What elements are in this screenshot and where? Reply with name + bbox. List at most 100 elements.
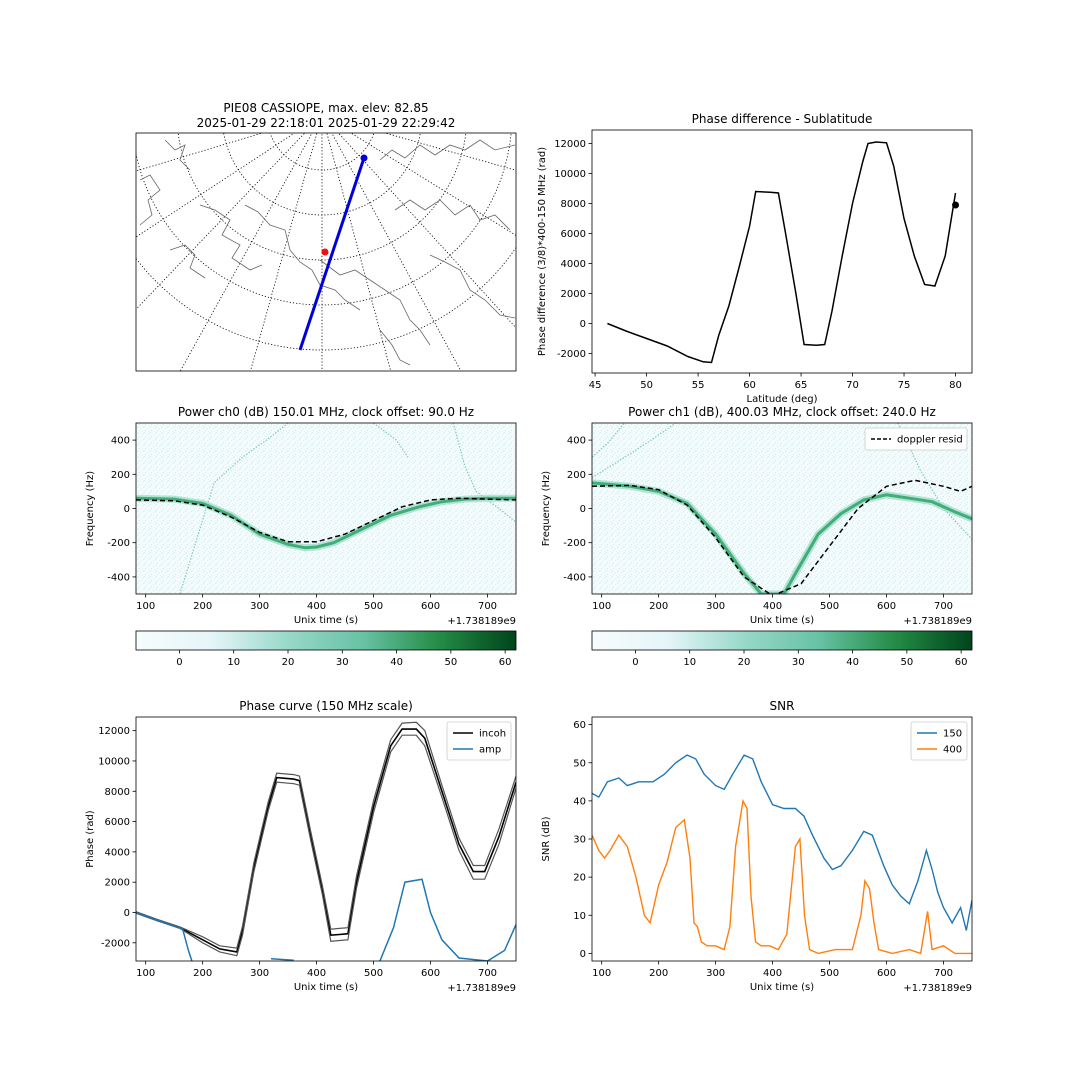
x-tick-label: 75	[898, 380, 911, 391]
y-tick-label: 12000	[98, 726, 130, 737]
colorbar-tick-label: 50	[900, 657, 913, 668]
colorbar-tick-label: 10	[683, 657, 696, 668]
x-tick-label: 300	[250, 968, 269, 979]
y-tick-label: 6000	[105, 817, 130, 828]
map-title-line1: PIE08 CASSIOPE, max. elev: 82.85	[223, 101, 428, 115]
y-tick-label: 8000	[105, 787, 130, 798]
plot-area	[592, 754, 972, 955]
x-tick-label: 100	[592, 968, 611, 979]
colorbar-tick-label: 0	[632, 657, 638, 668]
y-axis-label: SNR (dB)	[541, 816, 552, 861]
y-tick-label: 10000	[98, 756, 130, 767]
faint-signal-arc	[373, 423, 409, 458]
plot-area	[607, 141, 960, 364]
track-end-marker	[360, 154, 368, 162]
plot-area	[136, 423, 516, 594]
axes-frame	[135, 716, 517, 962]
colorbar-gradient	[135, 630, 517, 651]
axes-frame	[591, 129, 973, 374]
colorbar-tick-label: 40	[846, 657, 859, 668]
phase-line	[607, 141, 957, 364]
y-tick-label: 4000	[105, 847, 130, 858]
chart-title: Power ch1 (dB), 400.03 MHz, clock offset…	[628, 405, 936, 419]
colorbar-gradient	[591, 630, 973, 651]
y-tick-label: 400	[567, 436, 586, 447]
legend-label: 150	[943, 729, 962, 740]
axes-frame	[591, 716, 973, 962]
y-tick-label: 10	[573, 911, 586, 922]
end-marker	[952, 201, 960, 209]
x-tick-label: 65	[795, 380, 808, 391]
colorbar-ch1: 0 10 20 30 40 50 60	[591, 630, 973, 668]
x-offset-text: +1.738189e9	[903, 616, 972, 627]
colorbar-tick-label: 0	[176, 657, 182, 668]
spectrogram-background	[592, 423, 972, 594]
y-tick-label: 400	[111, 436, 130, 447]
x-axis-label: Unix time (s)	[750, 615, 814, 626]
x-tick-label: 400	[763, 968, 782, 979]
x-offset-text: +1.738189e9	[447, 616, 516, 627]
y-tick-label: 2000	[561, 289, 586, 300]
x-offset-text: +1.738189e9	[447, 983, 516, 994]
chart-title: Phase difference - Sublatitude	[692, 112, 873, 126]
chart-title: Power ch0 (dB) 150.01 MHz, clock offset:…	[178, 405, 474, 419]
x-tick-label: 700	[478, 601, 497, 612]
x-tick-label: 100	[592, 601, 611, 612]
colorbar-tick-label: 20	[738, 657, 751, 668]
incoh-line	[136, 728, 516, 953]
faint-signal-arc	[452, 423, 516, 523]
colorbar-tick-label: 40	[390, 657, 403, 668]
x-tick-label: 45	[589, 380, 602, 391]
x-tick-label: 700	[478, 968, 497, 979]
plot-area	[592, 423, 972, 594]
map-frame	[135, 132, 517, 372]
legend-label: incoh	[479, 729, 506, 740]
y-tick-label: 0	[580, 319, 586, 330]
y-axis-label: Phase (rad)	[85, 810, 96, 868]
y-axis-label: Frequency (Hz)	[541, 471, 552, 547]
chart-title: Phase curve (150 MHz scale)	[239, 699, 413, 713]
x-tick-label: 70	[846, 380, 859, 391]
station-marker	[321, 248, 329, 256]
x-tick-label: 400	[307, 968, 326, 979]
colorbar-tick-label: 60	[955, 657, 968, 668]
x-axis-label: Unix time (s)	[294, 615, 358, 626]
plot-area	[136, 721, 516, 961]
satellite-ground-track	[298, 157, 366, 351]
y-tick-label: 8000	[561, 199, 586, 210]
x-tick-label: 200	[193, 601, 212, 612]
bound-line	[136, 734, 516, 957]
legend-box	[446, 721, 512, 761]
y-tick-label: 0	[580, 949, 586, 960]
y-tick-label: 6000	[561, 229, 586, 240]
x-tick-label: 60	[743, 380, 756, 391]
colorbar-tick-label: 30	[792, 657, 805, 668]
x-tick-label: 100	[136, 601, 155, 612]
y-axis-label: Frequency (Hz)	[85, 471, 96, 547]
spectrogram-background	[136, 423, 516, 594]
y-axis-label: Phase difference (3/8)*400-150 MHz (rad)	[537, 147, 548, 356]
y-tick-label: -2000	[101, 938, 130, 949]
x-offset-text: +1.738189e9	[903, 983, 972, 994]
map-title-line2: 2025-01-29 22:18:01 2025-01-29 22:29:42	[197, 116, 456, 130]
x-axis-label: Unix time (s)	[294, 982, 358, 993]
y-tick-label: 0	[580, 504, 586, 515]
y-tick-label: 30	[573, 835, 586, 846]
y-tick-label: 200	[567, 470, 586, 481]
chart-title: SNR	[770, 699, 795, 713]
bound-line	[136, 721, 516, 949]
x-tick-label: 200	[193, 968, 212, 979]
y-tick-label: -2000	[557, 349, 586, 360]
amp-line	[136, 911, 193, 961]
legend-box	[864, 427, 968, 451]
x-tick-label: 600	[877, 601, 896, 612]
snr-line-400	[592, 798, 972, 955]
y-tick-label: 200	[111, 470, 130, 481]
map-body	[136, 133, 516, 371]
x-tick-label: 55	[692, 380, 705, 391]
power-ch1-spectrogram: 100 200 300 400 500 600 700 -400 -200 0 200 400 Powe…	[541, 405, 973, 627]
y-tick-label: -400	[563, 572, 586, 583]
x-tick-label: 300	[706, 601, 725, 612]
y-tick-label: 2000	[105, 878, 130, 889]
x-axis-label: Unix time (s)	[750, 982, 814, 993]
